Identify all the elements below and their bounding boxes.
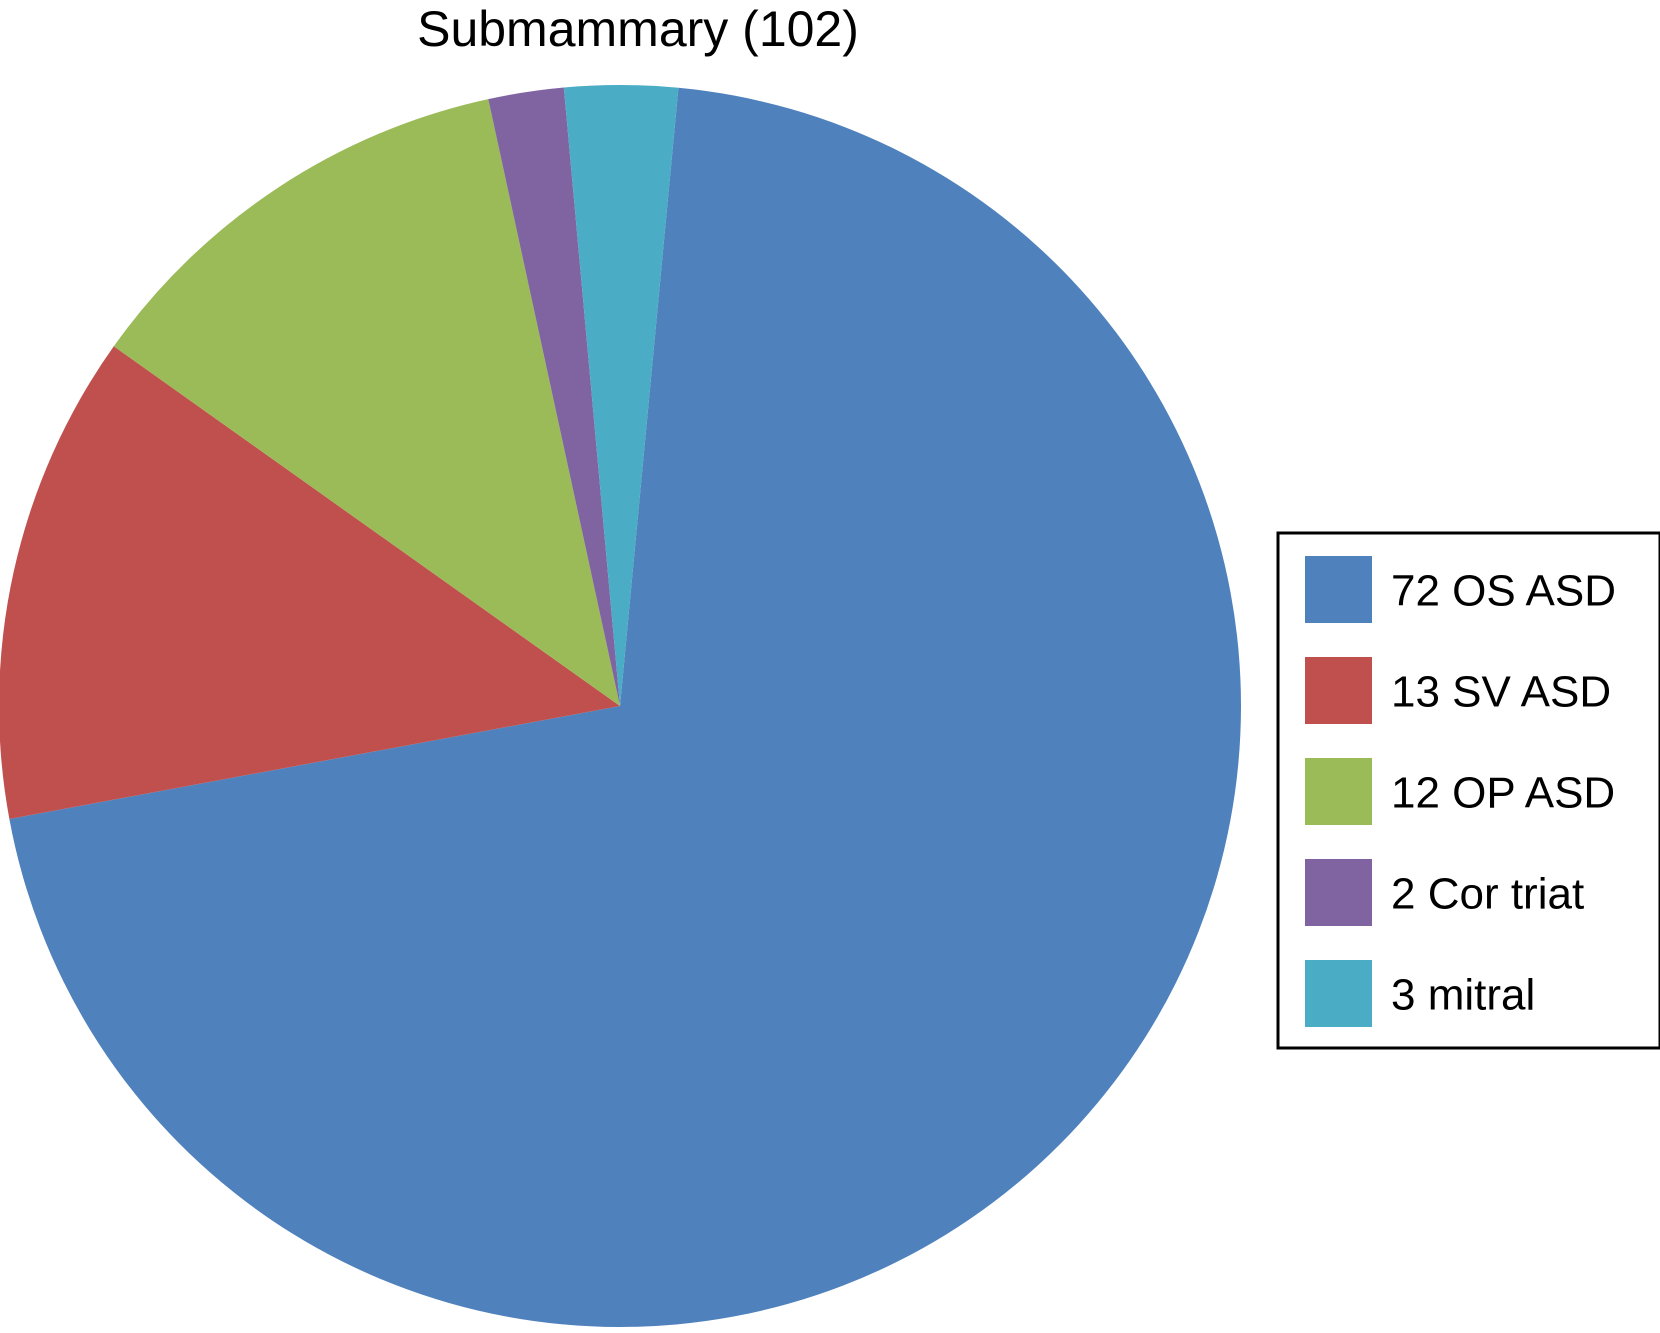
legend-label-5: 3 mitral [1391, 971, 1535, 1020]
legend-swatch-4 [1305, 859, 1372, 926]
legend-label-3: 12 OP ASD [1391, 769, 1615, 818]
legend-swatch-2 [1305, 657, 1372, 724]
pie-slice-3 [113, 99, 620, 706]
chart-title: Submammary (102) [417, 1, 859, 57]
legend-swatch-3 [1305, 758, 1372, 825]
legend-items: 72 OS ASD 13 SV ASD 12 OP ASD 2 Cor triat 3 … [1305, 556, 1616, 1027]
legend: 72 OS ASD 13 SV ASD 12 OP ASD 2 Cor triat 3 … [1276, 531, 1660, 1050]
legend-label-2: 13 SV ASD [1391, 668, 1611, 717]
legend-label-4: 2 Cor triat [1391, 870, 1584, 919]
pie-slice-4 [488, 87, 620, 707]
legend-swatch-1 [1305, 556, 1372, 623]
pie-slice-1 [9, 87, 1241, 1328]
legend-label-1: 72 OS ASD [1391, 567, 1616, 616]
legend-swatch-5 [1305, 960, 1372, 1027]
pie-slices [0, 84, 1241, 1328]
pie-slice-2 [0, 346, 620, 819]
pie-slice-5 [563, 84, 679, 706]
